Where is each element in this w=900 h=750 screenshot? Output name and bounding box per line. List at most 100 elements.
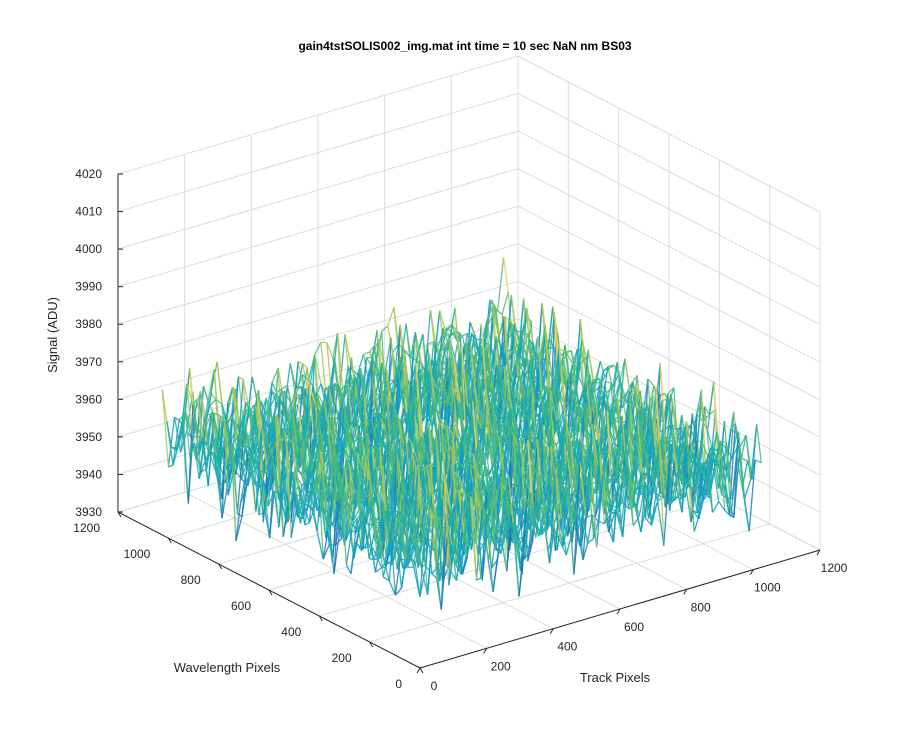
surface-segment xyxy=(297,360,303,365)
surface-segment xyxy=(307,440,313,475)
surface-segment xyxy=(571,462,578,491)
surface-segment xyxy=(510,444,518,459)
surface-segment xyxy=(538,385,547,397)
surface-segment xyxy=(381,440,390,467)
surface-segment xyxy=(387,307,395,326)
surface-segment xyxy=(565,349,572,353)
surface-segment xyxy=(511,432,518,445)
surface-segment xyxy=(693,453,701,485)
surface-segment xyxy=(661,398,669,402)
surface-segment xyxy=(486,378,493,397)
surface-segment xyxy=(195,391,202,460)
surface-segment xyxy=(203,454,209,465)
grid-line xyxy=(117,243,519,363)
surface-segment xyxy=(604,381,612,384)
surface-segment xyxy=(436,369,443,416)
surface-segment xyxy=(647,487,654,519)
surface-segment xyxy=(422,354,430,393)
surface-segment xyxy=(420,452,428,470)
surface-segment xyxy=(189,442,196,458)
surface-segment xyxy=(232,433,240,446)
surface-segment xyxy=(504,316,512,324)
surface-segment xyxy=(621,396,628,421)
surface-segment xyxy=(238,434,246,466)
surface-segment xyxy=(701,463,707,469)
surface-segment xyxy=(168,464,174,468)
surface-segment xyxy=(719,440,727,444)
surface-segment xyxy=(619,379,628,403)
surface-segment xyxy=(489,336,497,370)
surface-segment xyxy=(664,499,672,504)
surface-segment xyxy=(534,409,541,420)
surface-segment xyxy=(161,389,168,422)
surface-segment xyxy=(341,419,348,422)
grid-line xyxy=(517,205,821,363)
surface-segment xyxy=(221,449,229,496)
surface-segment xyxy=(632,451,639,488)
surface-segment xyxy=(551,420,558,465)
surface-segment xyxy=(345,428,352,460)
surface-segment xyxy=(637,447,644,473)
surface-segment xyxy=(627,428,636,494)
surface-segment xyxy=(736,457,744,492)
surface-segment xyxy=(332,384,339,419)
surface-segment xyxy=(580,441,587,458)
grid-line xyxy=(517,130,821,288)
surface-segment xyxy=(652,470,659,502)
surface-segment xyxy=(475,413,483,429)
surface-segment xyxy=(457,335,464,343)
surface-segment xyxy=(381,325,389,332)
surface-segment xyxy=(373,338,380,375)
surface-segment xyxy=(384,337,392,373)
surface-segment xyxy=(625,382,634,438)
surface-segment xyxy=(526,415,533,444)
surface-segment xyxy=(184,410,193,432)
surface-segment xyxy=(332,384,340,390)
surface-segment xyxy=(214,412,221,417)
surface-segment xyxy=(635,386,643,404)
surface-segment xyxy=(328,385,334,406)
surface-segment xyxy=(399,420,406,441)
surface-segment xyxy=(522,430,529,442)
surface-segment xyxy=(737,431,744,492)
surface-segment xyxy=(702,464,711,499)
surface-segment xyxy=(212,454,219,462)
surface-segment xyxy=(515,393,522,421)
surface-segment xyxy=(675,485,683,513)
surface-segment xyxy=(256,392,263,432)
surface-segment xyxy=(447,353,453,359)
surface-segment xyxy=(271,382,278,393)
surface-segment xyxy=(326,342,334,359)
surface-segment xyxy=(525,446,532,497)
surface-segment xyxy=(494,408,501,428)
surface-segment xyxy=(741,457,748,462)
surface-segment xyxy=(568,431,574,438)
surface-segment xyxy=(700,401,709,431)
surface-segment xyxy=(392,404,399,418)
surface-segment xyxy=(587,349,594,381)
surface-segment xyxy=(652,420,659,462)
surface-segment xyxy=(302,436,309,441)
surface-segment xyxy=(206,412,212,469)
surface-segment xyxy=(294,429,301,436)
surface-segment xyxy=(473,356,479,363)
surface-segment xyxy=(212,454,220,486)
surface-segment xyxy=(607,364,615,368)
surface-segment xyxy=(675,451,681,454)
surface-segment xyxy=(236,422,243,426)
surface-segment xyxy=(379,369,388,392)
surface-segment xyxy=(585,423,593,457)
surface-segment xyxy=(195,422,203,440)
surface-segment xyxy=(241,485,248,517)
surface-segment xyxy=(497,316,505,411)
surface-segment xyxy=(427,340,434,345)
surface-segment xyxy=(518,357,526,371)
surface-segment xyxy=(218,413,225,486)
surface-segment xyxy=(511,355,519,379)
surface-segment xyxy=(684,472,691,498)
surface-segment xyxy=(386,399,394,438)
surface-segment xyxy=(486,305,494,321)
surface-segment xyxy=(650,493,657,526)
surface-segment xyxy=(529,436,538,473)
surface-segment xyxy=(507,348,514,362)
